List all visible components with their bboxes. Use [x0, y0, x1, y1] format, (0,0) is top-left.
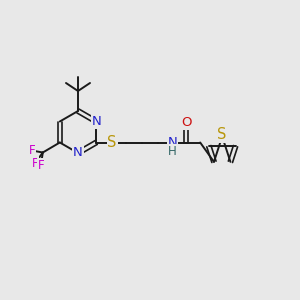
Text: N: N [167, 136, 177, 149]
Text: S: S [218, 127, 227, 142]
Text: S: S [107, 135, 117, 150]
Text: F: F [28, 144, 35, 157]
Text: N: N [73, 146, 83, 160]
Text: N: N [91, 115, 101, 128]
Text: F: F [32, 157, 38, 170]
Text: O: O [181, 116, 191, 129]
Text: H: H [168, 145, 177, 158]
Text: F: F [38, 159, 44, 172]
